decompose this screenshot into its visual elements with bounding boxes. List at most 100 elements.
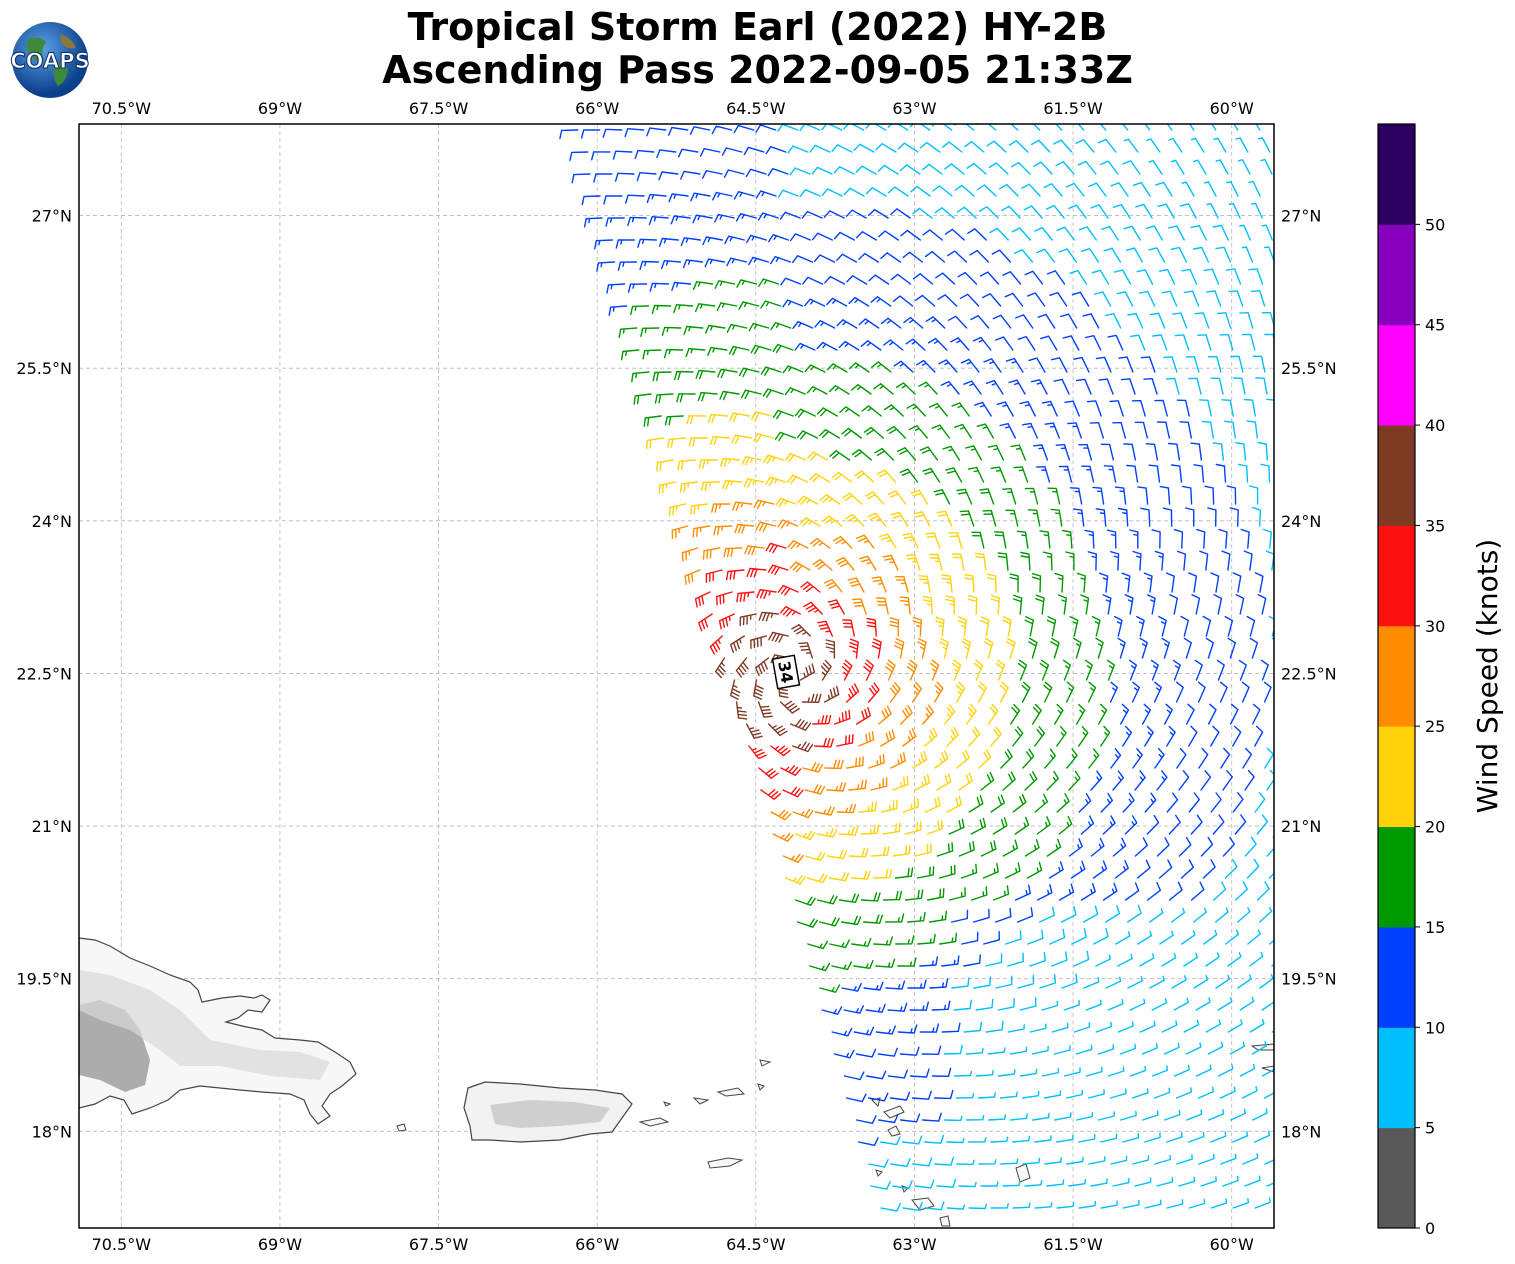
wind-barb [1248,180,1261,197]
wind-barb [1178,837,1192,857]
wind-barb [959,293,980,307]
wind-barb [977,681,987,703]
wind-barb [1107,1066,1125,1077]
wind-barb [1056,726,1067,747]
wind-barb [1225,268,1242,285]
wind-barb [804,851,826,862]
wind-barb [957,271,978,285]
wind-barb [694,591,711,608]
wind-barb [946,1137,965,1144]
wind-barb [932,185,953,197]
wind-barb [879,533,897,549]
wind-barb [1241,333,1256,351]
wind-barb [863,659,874,681]
wind-barb [865,1003,886,1013]
wind-barb [1261,1068,1274,1077]
wind-barb [1275,1109,1289,1120]
wind-barb [880,317,902,329]
wind-barb [958,772,973,791]
wind-barb [1168,225,1185,241]
wind-barb [1141,1043,1158,1055]
wind-barb [746,234,767,244]
wind-barb [1134,421,1148,439]
wind-barb [1213,137,1227,153]
lon-tick-top: 70.5°W [92,99,152,118]
wind-barb [1268,615,1274,637]
wind-barb [1197,681,1206,703]
wind-barb [1080,815,1095,835]
wind-barb [753,499,775,510]
wind-barb [656,149,677,159]
wind-barb [1123,443,1137,461]
wind-barb [726,569,745,581]
wind-barb [965,1048,984,1055]
wind-barb [833,1049,855,1059]
wind-barb [1136,269,1154,285]
wind-barb [999,681,1009,703]
wind-barb [1087,1089,1105,1099]
wind-barb [1198,747,1209,769]
wind-barb [850,870,871,880]
wind-barb [1180,859,1194,879]
wind-barb [1239,224,1251,241]
wind-barb [664,415,684,426]
wind-barb [780,277,802,286]
lat-tick-left: 24°N [32,512,72,531]
wind-barb [1188,792,1200,813]
wind-barb [671,525,689,540]
lon-tick-bottom: 70.5°W [92,1235,152,1254]
wind-barb [1120,1110,1137,1121]
wind-barb [1120,378,1136,395]
wind-barb [757,701,773,718]
wind-barb [1210,792,1222,813]
wind-barb [1114,269,1132,285]
wind-barb [1174,334,1190,351]
wind-barb [954,124,975,131]
wind-barb [876,597,889,615]
wind-barb [1248,485,1259,505]
wind-barb [1260,158,1273,175]
wind-barb [679,481,699,493]
wind-barb [1191,594,1201,615]
wind-barb [689,503,709,515]
wind-barb [738,301,760,310]
wind-barb [757,212,779,221]
wind-barb [730,679,741,700]
wind-barb [1162,507,1173,527]
wind-barb [777,124,799,132]
wind-barb [1081,465,1095,483]
colorbar-label: Wind Speed (knots) [1471,539,1504,813]
wind-barb [833,231,855,241]
wind-barb [1275,704,1282,724]
wind-barb [802,762,824,773]
wind-barb [1155,181,1173,197]
wind-barb [971,531,985,549]
wind-barb [1033,161,1053,175]
wind-barb [1263,681,1272,703]
wind-barb [829,450,851,461]
wind-barb [1181,268,1198,285]
wind-barb [1188,1198,1206,1209]
wind-barb [692,525,711,538]
wind-barb [1159,930,1174,945]
wind-barb [1112,837,1127,857]
wind-barb [912,616,922,637]
wind-barb [627,283,648,293]
wind-barb [1098,378,1114,395]
wind-barb [880,252,902,263]
wind-barb [848,848,869,858]
wind-barb [668,193,689,203]
wind-barb [883,404,904,417]
wind-barb [1122,725,1133,747]
wind-barb [944,163,965,175]
wind-barb [1228,202,1241,219]
wind-barb [1071,928,1087,945]
wind-barb [671,281,692,291]
colorbar-segment [1378,525,1415,627]
wind-barb [1261,311,1274,329]
wind-barb [1063,1067,1081,1077]
wind-barb [1195,1064,1212,1077]
wind-barb [809,144,831,153]
wind-barb [1175,681,1184,703]
wind-barb [1068,770,1081,791]
